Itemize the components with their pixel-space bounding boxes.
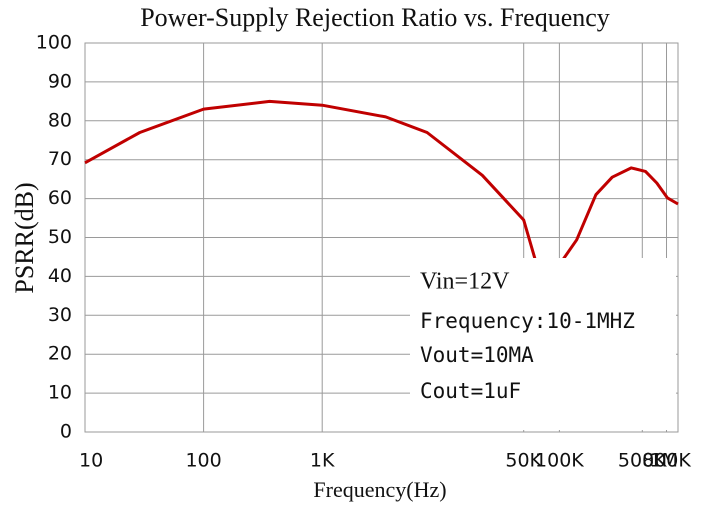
- y-tick-label: 20: [48, 343, 72, 365]
- chart-title: Power-Supply Rejection Ratio vs. Frequen…: [140, 3, 610, 32]
- x-axis-label: Frequency(Hz): [313, 477, 446, 502]
- plot-frame: [84, 42, 679, 433]
- y-tick-label: 30: [48, 304, 72, 326]
- annotation: Vout=10MA: [420, 343, 534, 367]
- y-axis-label: PSRR(dB): [10, 182, 39, 293]
- y-tick-label: 90: [48, 70, 72, 92]
- annotation: Cout=1uF: [420, 379, 521, 403]
- y-tick-label: 0: [60, 421, 72, 443]
- x-tick-label: 800K: [642, 450, 691, 472]
- x-tick-label: 500K: [618, 450, 667, 472]
- y-tick-label: 80: [48, 109, 72, 131]
- annotation-box: [410, 258, 676, 430]
- x-tick-label: 50K: [505, 450, 542, 472]
- annotation: Vin=12V: [420, 269, 510, 295]
- y-tick-label: 50: [48, 226, 72, 248]
- y-tick-label: 40: [48, 265, 72, 287]
- annotation: Frequency:10-1MHZ: [420, 309, 635, 333]
- y-tick-label: 10: [48, 382, 72, 404]
- y-tick-label: 60: [48, 187, 72, 209]
- x-tick-label: 1M: [650, 450, 678, 472]
- legend-box: Vin=12V Frequency:10-1MHZ Vout=10MA Cout…: [410, 258, 676, 430]
- x-tick-label: 1K: [310, 450, 335, 472]
- x-tick-label: 10: [79, 450, 103, 472]
- x-tick-label: 100: [185, 450, 221, 472]
- y-tick-label: 100: [36, 32, 72, 54]
- x-tick-label: 100K: [535, 450, 584, 472]
- y-tick-label: 70: [48, 148, 72, 170]
